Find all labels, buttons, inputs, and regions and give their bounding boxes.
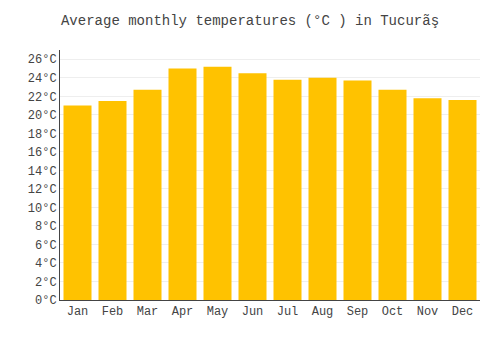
svg-text:10°C: 10°C bbox=[28, 202, 57, 216]
svg-text:20°C: 20°C bbox=[28, 109, 57, 123]
svg-text:Jul: Jul bbox=[277, 305, 299, 319]
svg-text:26°C: 26°C bbox=[28, 53, 57, 67]
svg-text:4°C: 4°C bbox=[35, 257, 57, 271]
svg-text:Aug: Aug bbox=[312, 305, 334, 319]
svg-text:Oct: Oct bbox=[382, 305, 404, 319]
svg-text:Sep: Sep bbox=[347, 305, 369, 319]
svg-text:16°C: 16°C bbox=[28, 146, 57, 160]
svg-text:Feb: Feb bbox=[102, 305, 124, 319]
svg-text:18°C: 18°C bbox=[28, 128, 57, 142]
svg-text:Nov: Nov bbox=[417, 305, 439, 319]
svg-text:22°C: 22°C bbox=[28, 91, 57, 105]
svg-text:Mar: Mar bbox=[137, 305, 159, 319]
svg-text:6°C: 6°C bbox=[35, 239, 57, 253]
svg-text:14°C: 14°C bbox=[28, 165, 57, 179]
svg-text:Apr: Apr bbox=[172, 305, 194, 319]
svg-text:2°C: 2°C bbox=[35, 276, 57, 290]
svg-text:12°C: 12°C bbox=[28, 183, 57, 197]
svg-text:Jun: Jun bbox=[242, 305, 264, 319]
svg-text:Jan: Jan bbox=[67, 305, 89, 319]
svg-text:Dec: Dec bbox=[452, 305, 474, 319]
svg-text:Average monthly temperatures (: Average monthly temperatures (°C ) in Tu… bbox=[61, 13, 439, 29]
svg-text:24°C: 24°C bbox=[28, 72, 57, 86]
svg-text:May: May bbox=[207, 305, 229, 319]
svg-text:8°C: 8°C bbox=[35, 220, 57, 234]
svg-text:0°C: 0°C bbox=[35, 294, 57, 308]
